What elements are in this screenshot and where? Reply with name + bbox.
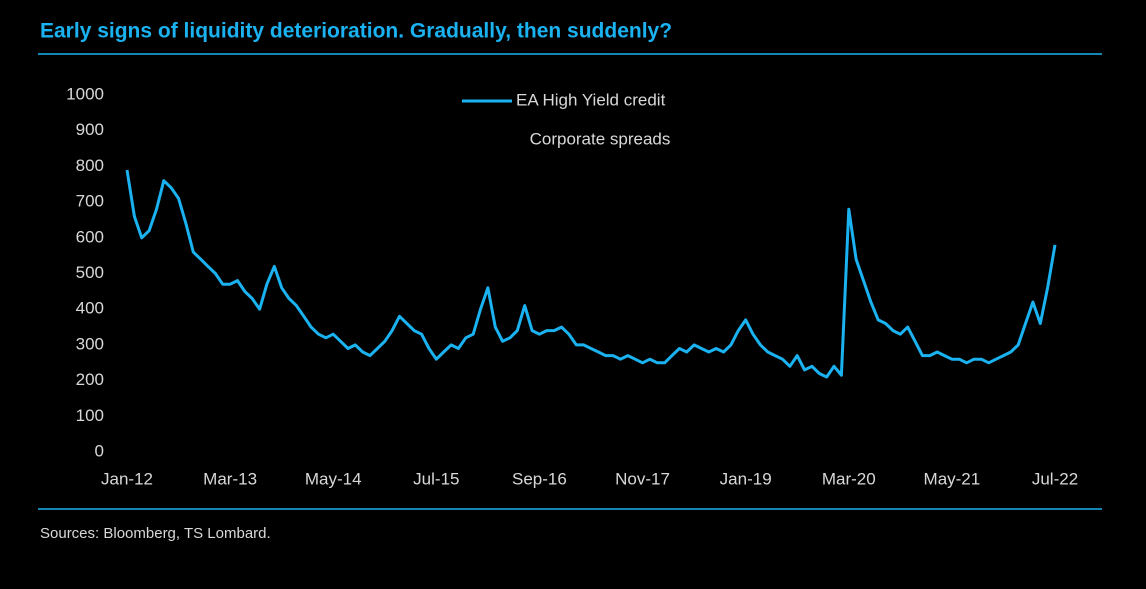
x-tick-label: Jan-19	[720, 469, 772, 488]
x-tick-label: Mar-13	[203, 469, 257, 488]
y-tick-label: 600	[76, 227, 104, 246]
x-tick-label: Jan-12	[101, 469, 153, 488]
y-tick-label: 0	[95, 441, 104, 460]
x-tick-label: May-21	[924, 469, 981, 488]
chart-subtitle: Corporate spreads	[530, 129, 671, 148]
y-tick-label: 400	[76, 299, 104, 318]
y-tick-label: 200	[76, 370, 104, 389]
series-line	[125, 169, 1057, 379]
y-tick-label: 900	[76, 120, 104, 139]
legend-label: EA High Yield credit	[516, 90, 666, 109]
x-tick-label: Sep-16	[512, 469, 567, 488]
y-tick-label: 100	[76, 406, 104, 425]
y-tick-label: 500	[76, 263, 104, 282]
y-tick-label: 300	[76, 334, 104, 353]
x-tick-label: May-14	[305, 469, 362, 488]
x-tick-label: Jul-22	[1032, 469, 1078, 488]
y-tick-label: 800	[76, 156, 104, 175]
x-tick-label: Mar-20	[822, 469, 876, 488]
x-tick-label: Jul-15	[413, 469, 459, 488]
source-note: Sources: Bloomberg, TS Lombard.	[40, 525, 271, 542]
y-tick-label: 1000	[66, 84, 104, 103]
chart-title: Early signs of liquidity deterioration. …	[40, 20, 672, 43]
x-tick-label: Nov-17	[615, 469, 670, 488]
y-tick-label: 700	[76, 192, 104, 211]
